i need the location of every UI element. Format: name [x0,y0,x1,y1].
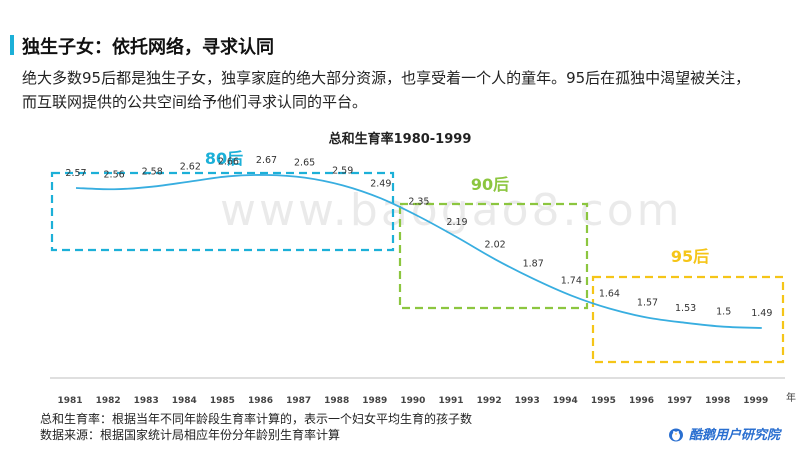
data-label: 1.53 [675,303,696,314]
x-tick-label: 1994 [553,396,578,406]
x-tick-label: 1982 [96,396,121,406]
footnote-source: 数据来源：根据国家统计局相应年份分年龄别生育率计算 [40,428,341,442]
data-label: 2.58 [142,167,163,178]
data-label: 1.49 [751,308,772,319]
data-label: 2.19 [446,217,467,228]
data-label: 2.49 [370,178,391,189]
group-label: 80后 [205,149,243,168]
data-label: 1.74 [561,276,582,287]
data-label: 2.65 [294,158,315,169]
data-label: 2.35 [408,196,429,207]
data-label: 1.87 [523,259,544,270]
data-label: 2.59 [332,165,353,176]
page-subtitle: 绝大多数95后都是独生子女，独享家庭的绝大部分资源，也享受着一个人的童年。95后… [22,69,751,111]
page-title: 独生子女：依托网络，寻求认同 [22,37,274,58]
fertility-rate-line [75,174,762,329]
x-tick-label: 1993 [515,396,540,406]
x-tick-label: 1991 [438,396,463,406]
x-tick-label: 1995 [591,396,616,406]
chart-title: 总和生育率1980-1999 [328,132,472,147]
data-label: 2.02 [485,239,506,250]
penguin-logo-icon [668,428,683,441]
group-label: 95后 [671,247,709,266]
data-label: 1.64 [599,289,620,300]
x-axis-unit: 年 [786,391,796,404]
x-tick-label: 1989 [362,396,387,406]
x-tick-label: 1996 [629,396,654,406]
x-tick-label: 1981 [57,396,82,406]
group-label: 90后 [471,175,509,194]
data-label: 2.62 [180,161,201,172]
x-tick-label: 1992 [477,396,502,406]
data-label: 2.57 [65,168,86,179]
x-tick-label: 1986 [248,396,273,406]
footnote-definition: 总和生育率：根据当年不同年龄段生育率计算的，表示一个妇女平均生育的孩子数 [40,412,473,426]
x-tick-label: 1990 [400,396,425,406]
data-label: 1.5 [716,307,731,318]
group-box [50,171,395,252]
x-tick-label: 1999 [743,396,768,406]
data-label: 2.56 [104,169,125,180]
x-tick-label: 1983 [134,396,159,406]
fertility-rate-chart: 80后 90后 95后 2.57 2.56 2.58 2.62 2.66 2.67 2.65 2.… [50,149,796,406]
group-box [591,275,785,364]
x-tick-label: 1988 [324,396,349,406]
x-tick-label: 1985 [210,396,235,406]
brand-name: 酷鹅用户研究院 [688,428,780,443]
x-tick-label: 1984 [172,396,197,406]
x-tick-label: 1998 [705,396,730,406]
watermark: www.baogao8.com [220,185,683,236]
x-tick-label: 1987 [286,396,311,406]
data-label: 1.57 [637,298,658,309]
data-label: 2.66 [218,156,239,167]
x-tick-label: 1997 [667,396,692,406]
brand-logo: 酷鹅用户研究院 [667,424,780,443]
group-box [398,202,589,310]
data-label: 2.67 [256,155,277,166]
title-accent-bar [10,35,14,55]
